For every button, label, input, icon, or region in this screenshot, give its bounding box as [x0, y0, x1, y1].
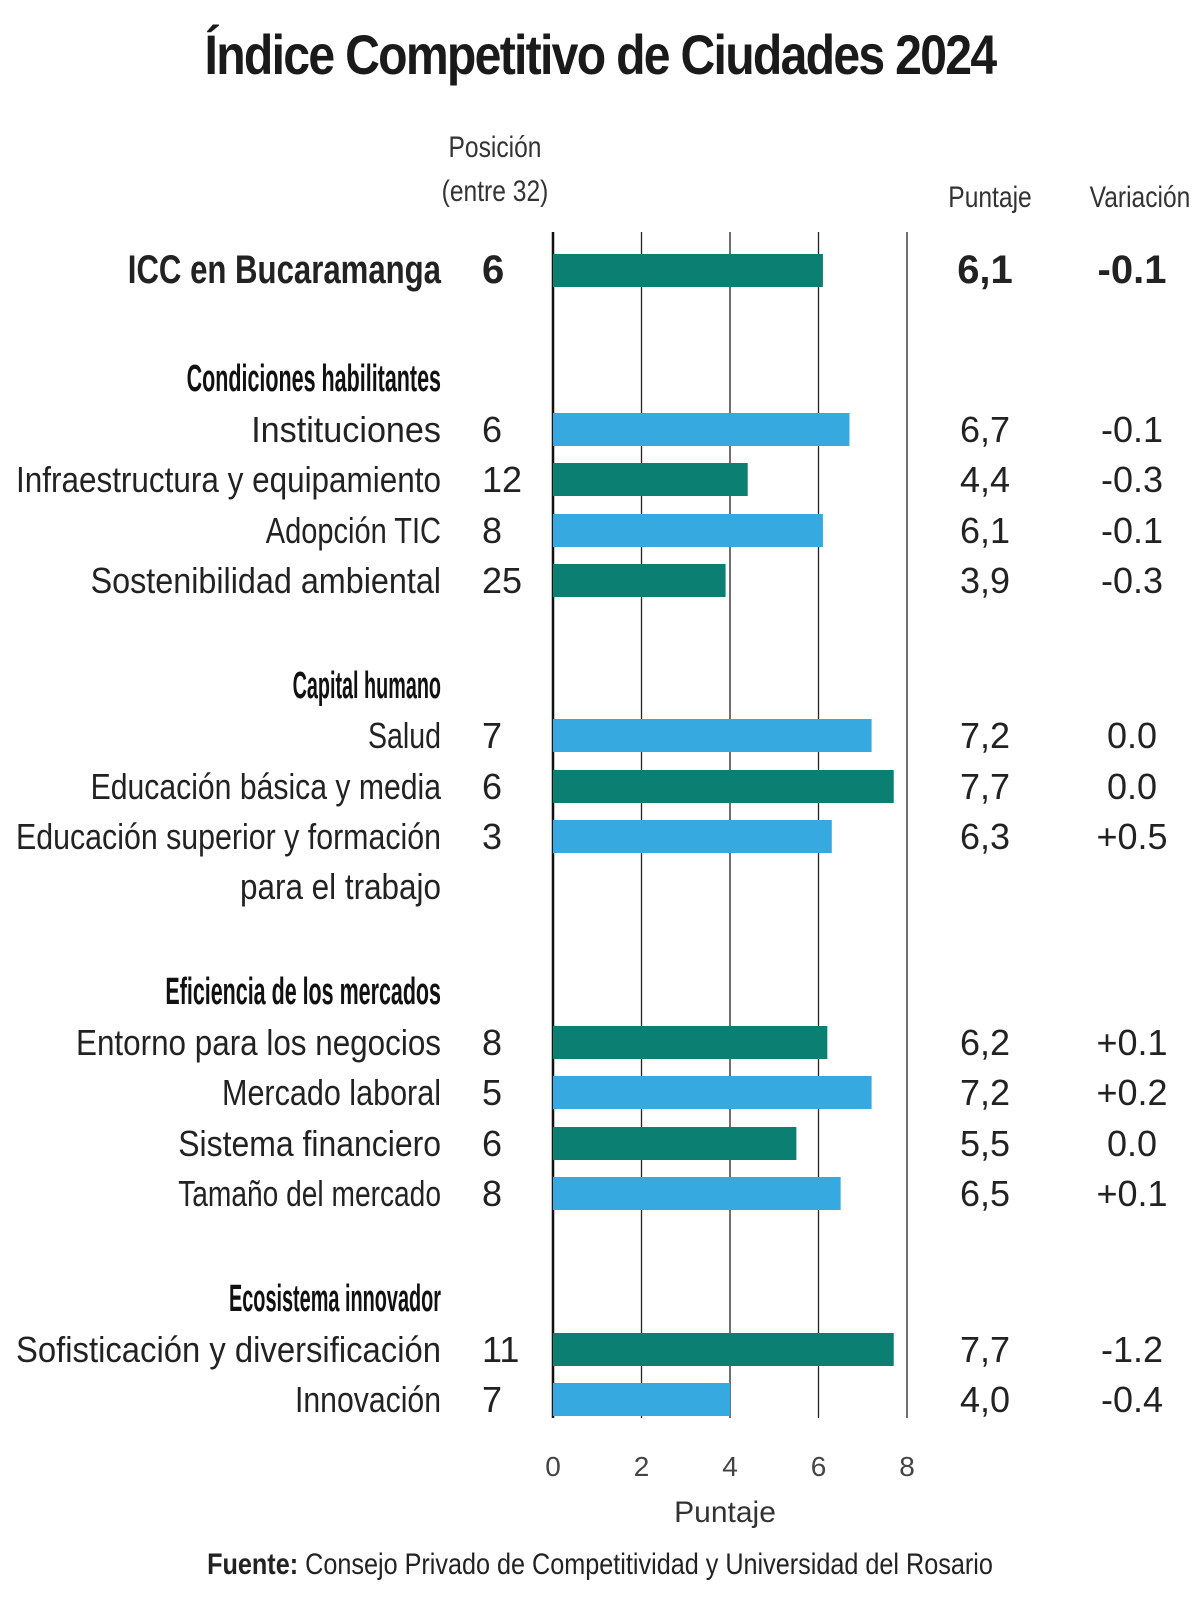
bar-indicator — [553, 463, 748, 496]
group-label: Condiciones habilitantes — [187, 358, 441, 400]
variation-value: -0.1 — [1101, 409, 1163, 450]
position-value: 6 — [482, 248, 504, 292]
score-value: 4,4 — [960, 459, 1010, 500]
bar-indicator — [553, 1076, 872, 1109]
score-value: 6,1 — [957, 248, 1013, 292]
position-value: 5 — [482, 1072, 502, 1113]
position-value: 12 — [482, 459, 522, 500]
bar-indicator — [553, 514, 823, 547]
bar-indicator — [553, 1333, 894, 1366]
x-tick-label: 2 — [634, 1451, 650, 1482]
x-tick-label: 4 — [722, 1451, 738, 1482]
indicator-label: Entorno para los negocios — [76, 1022, 441, 1063]
position-value: 6 — [482, 766, 502, 807]
total-label: ICC en Bucaramanga — [128, 248, 442, 292]
bar-indicator — [553, 820, 832, 853]
score-value: 7,2 — [960, 1072, 1010, 1113]
indicator-label: Educación superior y formación — [16, 816, 441, 857]
score-value: 6,3 — [960, 816, 1010, 857]
indicator-label: Adopción TIC — [266, 510, 441, 551]
indicator-label: Tamaño del mercado — [178, 1173, 441, 1214]
score-value: 3,9 — [960, 560, 1010, 601]
variation-value: -0.4 — [1101, 1379, 1163, 1420]
x-tick-label: 6 — [811, 1451, 827, 1482]
variation-value: -0.1 — [1098, 248, 1167, 292]
position-value: 3 — [482, 816, 502, 857]
score-value: 4,0 — [960, 1379, 1010, 1420]
group-label: Capital humano — [293, 665, 441, 707]
position-value: 6 — [482, 409, 502, 450]
bar-indicator — [553, 1127, 797, 1160]
indicator-label: Salud — [368, 715, 441, 756]
indicator-label: Mercado laboral — [222, 1072, 441, 1113]
source-text: Consejo Privado de Competitividad y Univ… — [305, 1548, 993, 1581]
group-label: Eficiencia de los mercados — [165, 971, 441, 1013]
bar-indicator — [553, 1026, 828, 1059]
indicator-label: Sistema financiero — [178, 1123, 441, 1164]
indicator-label: Infraestructura y equipamiento — [16, 459, 441, 500]
bar-indicator — [553, 770, 894, 803]
variation-value: -0.3 — [1101, 459, 1163, 500]
variation-value: 0.0 — [1107, 1123, 1157, 1164]
x-tick-label: 0 — [545, 1451, 561, 1482]
indicator-label: Sofisticación y diversificación — [16, 1329, 441, 1370]
variation-value: 0.0 — [1107, 715, 1157, 756]
position-value: 8 — [482, 510, 502, 551]
bar-indicator — [553, 564, 726, 597]
variation-value: -0.1 — [1101, 510, 1163, 551]
indicator-label: Sostenibilidad ambiental — [91, 560, 441, 601]
indicator-label: Instituciones — [251, 409, 441, 450]
score-value: 6,2 — [960, 1022, 1010, 1063]
variation-value: +0.2 — [1096, 1072, 1167, 1113]
position-value: 7 — [482, 1379, 502, 1420]
score-value: 5,5 — [960, 1123, 1010, 1164]
variation-value: +0.1 — [1096, 1022, 1167, 1063]
bar-indicator — [553, 413, 850, 446]
indicator-label: Innovación — [295, 1379, 441, 1420]
position-column-header: Posición (entre 32) — [441, 131, 549, 208]
bar-total — [553, 254, 823, 287]
score-value: 6,1 — [960, 510, 1010, 551]
variation-value: +0.5 — [1096, 816, 1167, 857]
score-value: 6,7 — [960, 409, 1010, 450]
source-prefix: Fuente: — [207, 1548, 299, 1581]
score-value: 7,2 — [960, 715, 1010, 756]
source-note: Fuente: Consejo Privado de Competitivida… — [96, 1548, 1104, 1582]
position-value: 11 — [482, 1329, 519, 1370]
variation-value: -0.3 — [1101, 560, 1163, 601]
score-value: 7,7 — [960, 766, 1010, 807]
position-value: 25 — [482, 560, 522, 601]
x-tick-label: 8 — [899, 1451, 915, 1482]
variation-value: 0.0 — [1107, 766, 1157, 807]
bar-indicator — [553, 719, 872, 752]
position-value: 7 — [482, 715, 502, 756]
chart-title: Índice Competitivo de Ciudades 2024 — [204, 23, 998, 86]
score-value: 7,7 — [960, 1329, 1010, 1370]
score-value: 6,5 — [960, 1173, 1010, 1214]
indicator-label-line2: para el trabajo — [240, 866, 441, 907]
bar-indicator — [553, 1177, 841, 1210]
x-axis-label: Puntaje — [674, 1496, 776, 1529]
bar-indicator — [553, 1383, 730, 1416]
position-value: 8 — [482, 1022, 502, 1063]
variation-column-header: Variación — [1089, 181, 1191, 214]
variation-value: +0.1 — [1096, 1173, 1167, 1214]
group-label: Ecosistema innovador — [229, 1278, 441, 1320]
position-value: 8 — [482, 1173, 502, 1214]
indicator-label: Educación básica y media — [91, 766, 442, 807]
variation-value: -1.2 — [1101, 1329, 1163, 1370]
position-value: 6 — [482, 1123, 502, 1164]
score-column-header: Puntaje — [948, 181, 1032, 214]
